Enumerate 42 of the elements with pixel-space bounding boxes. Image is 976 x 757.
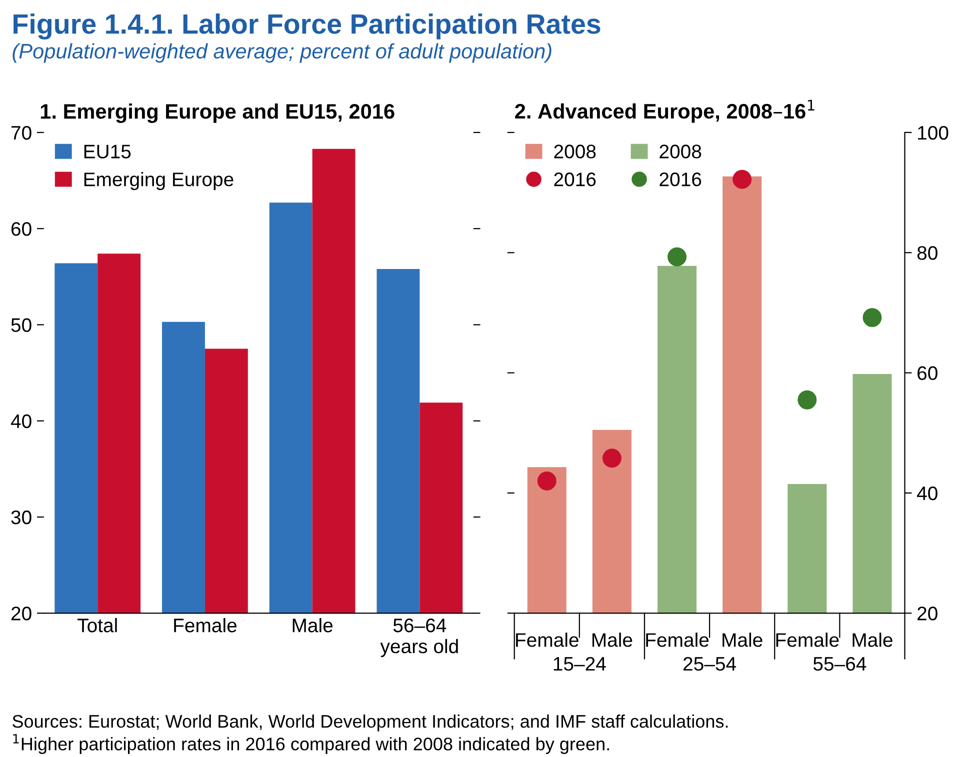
y-tick-label: 50 — [11, 318, 32, 332]
y-tick-label: 20 — [11, 606, 32, 620]
chart-title: 2. Advanced Europe, 2008–16$^{1}$ — [515, 100, 814, 123]
source-note: Sources: Eurostat; World Bank, World Development Indicators; and IMF staff calculations. — [12, 714, 728, 732]
text: $^{1}$Higher participation rates in 2016 compared with 2008 indicated by green. — [13, 734, 609, 754]
x-tick-label: Female — [646, 632, 709, 647]
x-tick-label: Female — [174, 618, 237, 632]
point — [537, 472, 556, 490]
x-tick-label: Male — [852, 632, 892, 647]
point — [798, 390, 817, 410]
y-tick-label: 60 — [11, 222, 32, 236]
point — [732, 170, 752, 189]
text: 55–64 — [813, 656, 866, 671]
text: (Population-weighted average; percent of adult population) — [12, 43, 552, 63]
y-tick-label: 20 — [918, 606, 938, 620]
x-tick-label: Female — [516, 632, 578, 647]
y-tick-label: 30 — [11, 510, 32, 524]
chart-title: 1. Emerging Europe and EU15, 2016 — [40, 103, 394, 123]
legend-label: 2008 — [554, 144, 596, 158]
legend-label: 2008 — [660, 144, 702, 158]
x-tick-label: 56–64 years old — [380, 618, 458, 658]
y-tick-label: 70 — [11, 126, 32, 140]
y-tick-label: 80 — [917, 246, 938, 260]
point — [862, 308, 882, 328]
y-tick-label: 100 — [918, 126, 948, 140]
point — [668, 247, 686, 266]
legend-label: 2016 — [554, 172, 596, 186]
x-tick-label: Male — [592, 632, 632, 647]
text: 15–24 — [554, 656, 606, 671]
point — [602, 448, 622, 468]
y-tick-label: 40 — [917, 486, 938, 500]
x-tick-label: Male — [292, 618, 333, 632]
x-tick-label: Female — [776, 632, 839, 647]
legend-label: Emerging Europe — [84, 172, 234, 190]
y-tick-label: 60 — [918, 366, 938, 380]
legend-label: 2016 — [660, 172, 702, 186]
legend-label: EU15 — [84, 144, 131, 158]
caption: Figure 1.4.1. Labor Force Participation Rates — [14, 13, 600, 40]
x-tick-label: Male — [722, 632, 762, 647]
x-tick-label: Total — [78, 618, 117, 632]
text: 25–54 — [684, 656, 736, 671]
y-tick-label: 40 — [10, 414, 32, 428]
